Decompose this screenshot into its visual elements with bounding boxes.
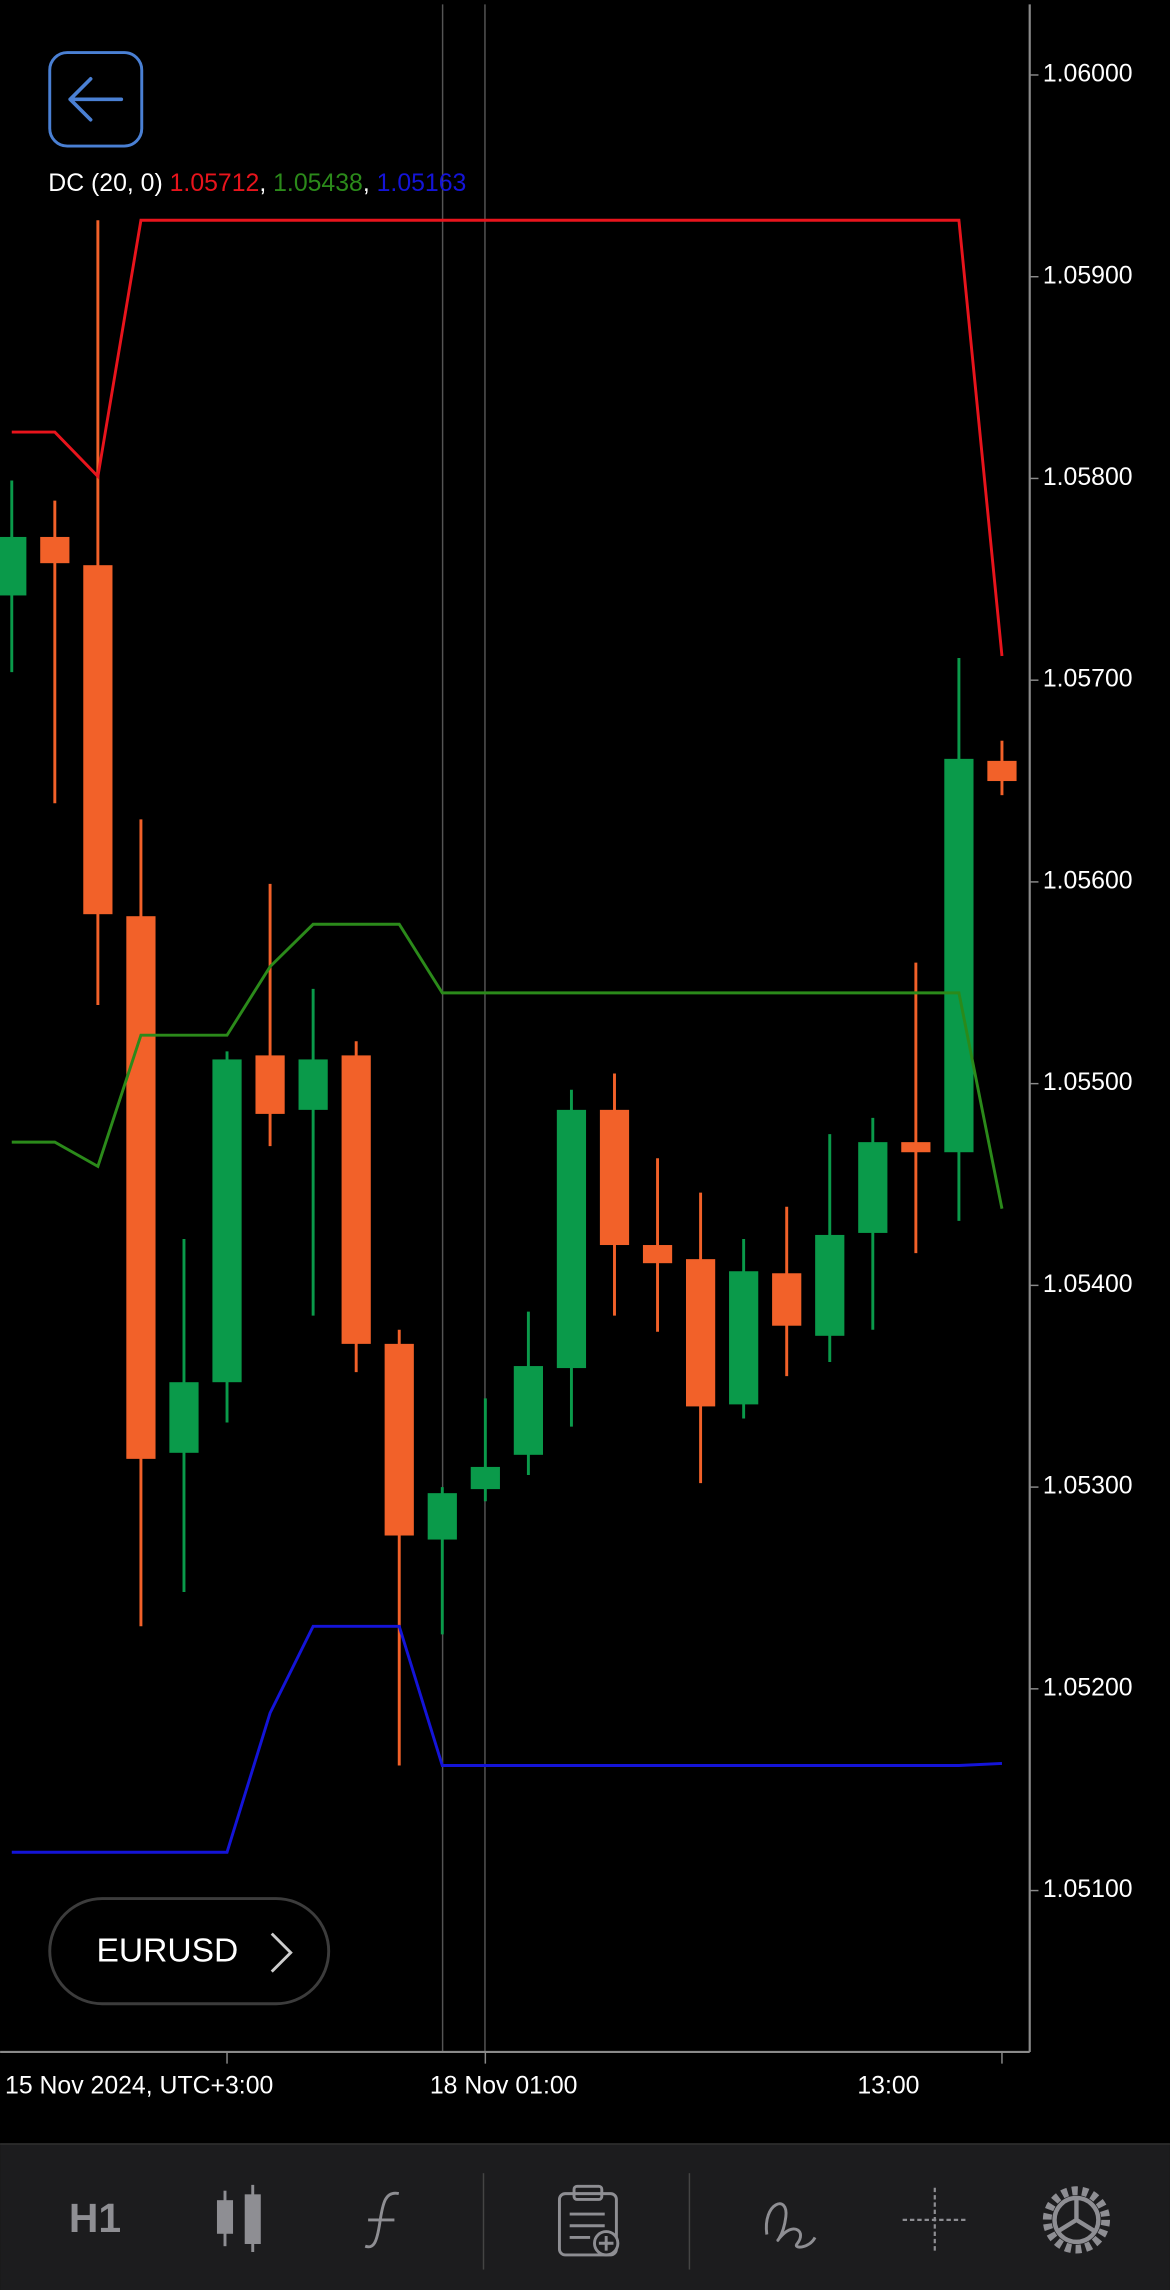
candle-body [40, 536, 70, 564]
icon-part [557, 2192, 618, 2257]
chevron [270, 1932, 293, 1973]
icon-part [569, 2212, 605, 2239]
candle-body [126, 916, 156, 1459]
legend-separator: , [363, 170, 377, 197]
icon-part [1052, 2195, 1101, 2244]
y-tick-label: 1.06000 [1043, 61, 1133, 88]
legend-value: 1.05712 [170, 170, 260, 197]
candle-body [83, 565, 113, 915]
candle-body [556, 1109, 587, 1369]
candle-body [815, 1234, 845, 1336]
candle-body [858, 1142, 888, 1233]
indicators-button[interactable] [364, 2191, 400, 2249]
chart-type-button[interactable] [216, 2184, 261, 2253]
candle-body [685, 1259, 716, 1407]
icon-part [1056, 2197, 1097, 2234]
y-tick-label: 1.05900 [1043, 262, 1133, 289]
x-tick-label: 13:00 [857, 2073, 919, 2100]
y-tick-label: 1.05400 [1043, 1271, 1133, 1298]
back-button[interactable] [48, 51, 144, 148]
candle-body [944, 758, 974, 1153]
legend-value: 1.05438 [273, 170, 363, 197]
candle-body [0, 536, 27, 596]
crosshair-button[interactable] [902, 2187, 967, 2253]
candle-body [255, 1055, 285, 1114]
plot-area [0, 4, 1017, 2052]
y-tick-label: 1.05500 [1043, 1069, 1133, 1096]
candle-body [212, 1059, 242, 1383]
back-button-frame[interactable] [48, 51, 144, 148]
candle-body [298, 1059, 328, 1110]
y-tick-label: 1.05300 [1043, 1473, 1133, 1500]
candle-body [729, 1271, 759, 1405]
y-tick-label: 1.05700 [1043, 666, 1133, 693]
timeframe-button[interactable]: H1 [69, 2195, 121, 2241]
toolbar-background [0, 2143, 1170, 2290]
icon-part [244, 2194, 261, 2244]
icon-part [598, 2235, 614, 2251]
symbol-pill[interactable] [48, 1897, 331, 2006]
candle-body [642, 1245, 673, 1264]
settings-button[interactable] [1042, 2186, 1111, 2254]
candle-body [599, 1109, 630, 1246]
candle-body [513, 1366, 543, 1455]
legend-separator: , [259, 170, 273, 197]
indicator-label: DC (20, 0) [48, 170, 162, 197]
draw-button[interactable] [764, 2202, 817, 2249]
candle-body [427, 1493, 457, 1540]
x-tick-label: 18 Nov 01:00 [430, 2073, 578, 2100]
toolbar: H1 [0, 2143, 1170, 2290]
back-arrow [68, 77, 124, 122]
candle-body [987, 760, 1017, 782]
symbol-button[interactable]: EURUSD [48, 1897, 331, 2006]
y-tick-label: 1.05200 [1043, 1674, 1133, 1701]
symbol-name[interactable]: EURUSD [96, 1933, 238, 1970]
x-tick-label: 15 Nov 2024, UTC+3:00 [5, 2073, 273, 2100]
candle-body [384, 1343, 414, 1536]
candle-body [901, 1142, 931, 1153]
icon-part [572, 2184, 604, 2201]
indicator-line [11, 1624, 1003, 1854]
legend-value: 1.05163 [377, 170, 467, 197]
candle-body [169, 1382, 199, 1453]
candle-body [470, 1466, 500, 1490]
y-tick-label: 1.05100 [1043, 1876, 1133, 1903]
icon-part [1042, 2186, 1111, 2254]
indicator-line [11, 922, 1004, 1209]
indicator-legend: DC (20, 0) 1.05712, 1.05438, 1.05163 [48, 170, 466, 197]
y-tick-label: 1.05600 [1043, 867, 1133, 894]
indicator-line [11, 218, 1004, 657]
y-tick-label: 1.05800 [1043, 464, 1133, 491]
objects-button[interactable] [557, 2184, 620, 2257]
icon-part [216, 2200, 234, 2234]
candle-body [772, 1273, 802, 1326]
candle-body [341, 1055, 371, 1344]
